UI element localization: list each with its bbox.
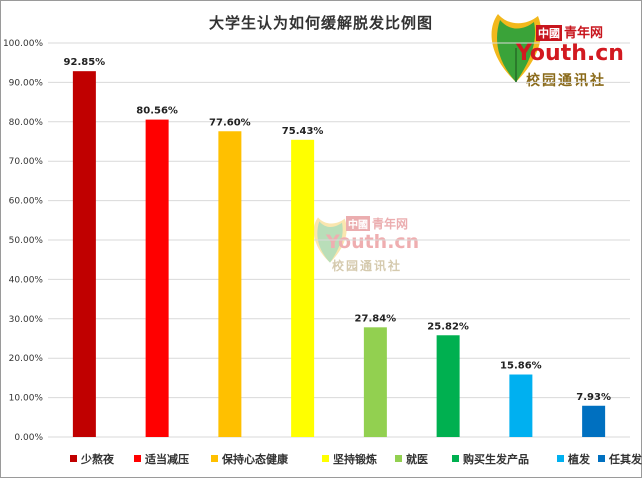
- y-tick-label: 20.00%: [9, 354, 44, 364]
- watermark-cn-box: 中國: [346, 216, 370, 231]
- watermark-cn-name: 青年网: [372, 217, 409, 231]
- legend-label: 任其发展: [608, 452, 642, 466]
- bar: [218, 131, 242, 438]
- legend-swatch: [452, 455, 459, 462]
- bar: [509, 374, 533, 437]
- legend-label: 就医: [406, 452, 428, 466]
- legend-label: 植发: [567, 452, 591, 466]
- legend-swatch: [598, 455, 605, 462]
- legend-swatch: [322, 455, 329, 462]
- logo-sub-text: 校园通讯社: [526, 73, 606, 89]
- data-label: 15.86%: [500, 361, 542, 372]
- legend-label: 坚持锻炼: [333, 452, 377, 466]
- y-tick-label: 70.00%: [9, 157, 44, 167]
- logo-cn-text: 中國 青年网: [536, 22, 603, 41]
- legend-label: 适当减压: [145, 452, 189, 466]
- data-label: 75.43%: [282, 126, 324, 137]
- y-tick-label: 90.00%: [9, 78, 44, 88]
- y-tick-label: 30.00%: [9, 315, 44, 325]
- y-tick-label: 40.00%: [9, 275, 44, 285]
- youth-cn-logo: 中國 青年网 Youth.cn 校园通讯社: [486, 8, 636, 92]
- y-tick-label: 60.00%: [9, 197, 44, 207]
- bar: [291, 139, 315, 438]
- watermark-cn-text: 中國 青年网: [346, 215, 408, 232]
- data-label: 92.85%: [64, 57, 106, 68]
- legend-swatch: [134, 455, 141, 462]
- legend-swatch: [395, 455, 402, 462]
- bar: [72, 71, 96, 438]
- bar: [145, 119, 169, 437]
- watermark-youth-text: Youth.cn: [326, 231, 420, 253]
- chart-title: 大学生认为如何缓解脱发比例图: [208, 14, 433, 32]
- legend-label: 少熬夜: [80, 452, 115, 466]
- legend-swatch: [70, 455, 77, 462]
- data-label: 80.56%: [136, 106, 178, 117]
- ginkgo-leaf-icon: [491, 14, 542, 82]
- legend-label: 购买生发产品: [463, 452, 529, 466]
- logo-youth-text: Youth.cn: [516, 41, 624, 66]
- legend-swatch: [211, 455, 218, 462]
- data-label: 77.60%: [209, 117, 251, 128]
- legend-swatch: [557, 455, 564, 462]
- y-tick-label: 100.00%: [3, 39, 43, 49]
- logo-cn-name: 青年网: [564, 26, 604, 41]
- bar: [436, 335, 460, 437]
- logo-cn-box: 中國: [536, 25, 562, 41]
- y-tick-label: 80.00%: [9, 118, 44, 128]
- data-label: 7.93%: [576, 392, 611, 403]
- legend-label: 保持心态健康: [221, 452, 289, 466]
- data-label: 27.84%: [355, 313, 397, 324]
- y-tick-label: 50.00%: [9, 236, 44, 246]
- data-label: 25.82%: [427, 321, 469, 332]
- y-tick-label: 10.00%: [9, 394, 44, 404]
- y-tick-label: 0.00%: [14, 433, 43, 443]
- bar: [363, 327, 387, 437]
- watermark-sub-text: 校园通讯社: [332, 259, 403, 273]
- bar: [582, 405, 606, 437]
